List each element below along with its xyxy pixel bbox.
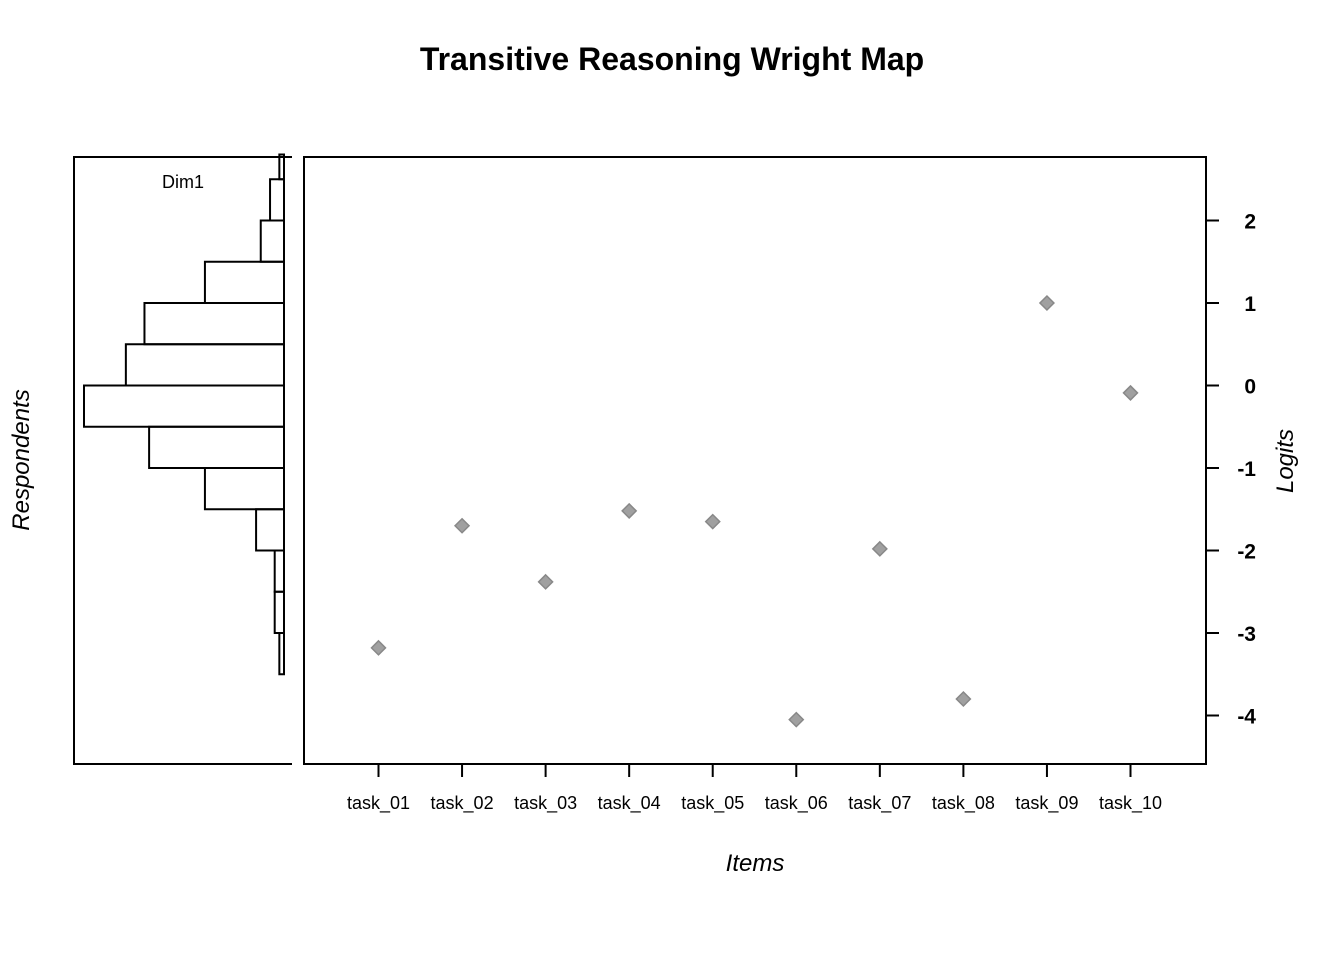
y-tick-label: 1	[1244, 293, 1256, 316]
item-marker-task_08	[955, 690, 972, 708]
items-axis-title: Items	[726, 850, 785, 877]
item-marker-task_09	[1038, 294, 1056, 312]
histogram-bar	[269, 178, 285, 222]
y-tick-label: -4	[1237, 706, 1256, 729]
item-marker-task_07	[871, 540, 888, 557]
x-tick-label: task_02	[431, 793, 494, 814]
histogram-bar	[203, 467, 286, 511]
x-tick-label: task_09	[1015, 793, 1078, 814]
y-tick-label: -3	[1237, 623, 1256, 646]
item-marker-task_05	[704, 513, 721, 530]
histogram-bar	[124, 343, 286, 387]
respondents-axis-title: Respondents	[8, 389, 35, 530]
y-tick-label: 0	[1244, 376, 1256, 399]
histogram-bar	[259, 219, 285, 263]
histogram-bar	[278, 153, 286, 181]
respondent-panel: Dim1 Respondents	[8, 153, 292, 765]
histogram-bar	[148, 425, 285, 469]
x-tick-label: task_06	[765, 793, 828, 814]
respondent-panel-frame	[73, 156, 292, 765]
items-panel: 2 1 0 -1 -2 -3 -4 task_01 task_02 task_03 task_04…	[303, 156, 1299, 877]
histogram-bar	[278, 632, 286, 676]
item-marker-task_06	[788, 711, 805, 728]
item-markers	[370, 294, 1139, 728]
y-tick-label: -1	[1237, 458, 1256, 481]
chart-title: Transitive Reasoning Wright Map	[420, 41, 924, 77]
item-marker-task_04	[621, 502, 638, 519]
item-marker-task_10	[1122, 384, 1139, 401]
x-tick-label: task_04	[598, 793, 661, 814]
x-tick-label: task_05	[681, 793, 744, 814]
histogram-bar	[273, 549, 285, 593]
histogram-bar	[273, 590, 285, 634]
logits-axis-title: Logits	[1272, 429, 1299, 493]
histogram-bar	[203, 260, 286, 304]
histogram-bar	[255, 508, 285, 552]
x-tick-label: task_10	[1099, 793, 1162, 814]
y-tick-label: -2	[1237, 541, 1256, 564]
x-tick-label: task_08	[932, 793, 995, 814]
logits-axis: 2 1 0 -1 -2 -3 -4	[1206, 211, 1256, 729]
item-marker-task_01	[370, 639, 387, 656]
x-tick-label: task_01	[347, 793, 410, 814]
item-marker-task_02	[453, 517, 471, 534]
item-marker-task_03	[537, 573, 554, 590]
respondent-histogram	[83, 153, 292, 676]
items-axis: task_01 task_02 task_03 task_04 task_05 task_…	[347, 764, 1162, 814]
dimension-label: Dim1	[162, 172, 204, 192]
items-plot-frame	[303, 156, 1207, 765]
x-tick-label: task_03	[514, 793, 577, 814]
y-tick-label: 2	[1244, 211, 1256, 234]
histogram-bar	[143, 302, 285, 346]
x-tick-label: task_07	[848, 793, 911, 814]
histogram-bar	[83, 384, 285, 428]
